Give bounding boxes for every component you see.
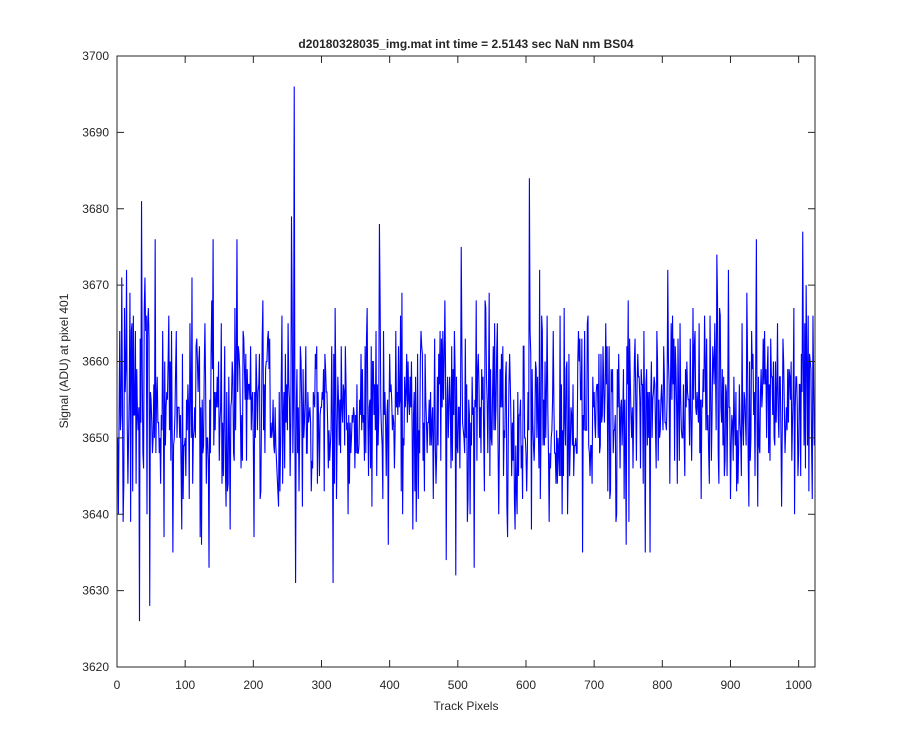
x-tick-label: 400 bbox=[380, 678, 400, 692]
x-tick-label: 100 bbox=[175, 678, 195, 692]
y-tick-label: 3690 bbox=[82, 125, 109, 139]
y-axis-label: Signal (ADU) at pixel 401 bbox=[57, 293, 71, 428]
chart-title: d20180328035_img.mat int time = 2.5143 s… bbox=[298, 37, 634, 51]
x-axis-ticks: 0 100 200 300 400 500 600 700 800 900 1000 bbox=[114, 56, 812, 692]
y-tick-label: 3640 bbox=[82, 507, 109, 521]
x-tick-label: 300 bbox=[311, 678, 331, 692]
x-tick-label: 500 bbox=[448, 678, 468, 692]
y-tick-label: 3630 bbox=[82, 584, 109, 598]
series-line bbox=[117, 86, 816, 622]
x-tick-label: 900 bbox=[720, 678, 740, 692]
y-tick-label: 3660 bbox=[82, 355, 109, 369]
x-tick-label: 0 bbox=[114, 678, 121, 692]
x-tick-label: 800 bbox=[652, 678, 672, 692]
y-axis-ticks: 3620 3630 3640 3650 3660 3670 3680 3690 3700 bbox=[82, 49, 815, 674]
y-tick-label: 3700 bbox=[82, 49, 109, 63]
y-tick-label: 3620 bbox=[82, 660, 109, 674]
x-tick-label: 700 bbox=[584, 678, 604, 692]
y-tick-label: 3680 bbox=[82, 202, 109, 216]
x-axis-label: Track Pixels bbox=[434, 699, 499, 713]
x-tick-label: 600 bbox=[516, 678, 536, 692]
y-tick-label: 3650 bbox=[82, 431, 109, 445]
y-tick-label: 3670 bbox=[82, 278, 109, 292]
series-layer bbox=[117, 86, 816, 622]
x-tick-label: 200 bbox=[243, 678, 263, 692]
x-tick-label: 1000 bbox=[785, 678, 812, 692]
